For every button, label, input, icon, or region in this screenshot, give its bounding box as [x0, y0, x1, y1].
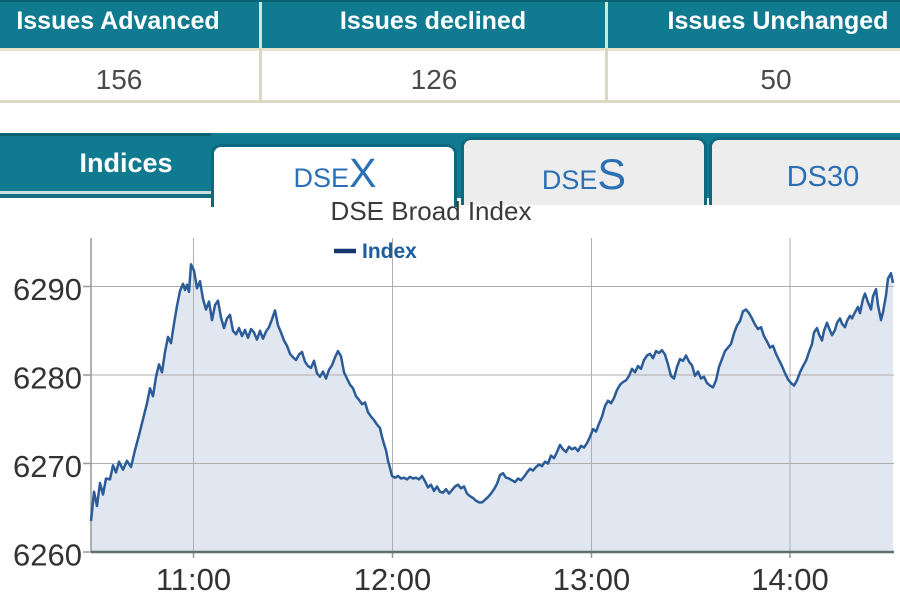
svg-text:6280: 6280 — [13, 361, 82, 396]
svg-text:13:00: 13:00 — [553, 562, 631, 597]
svg-text:Index: Index — [362, 240, 417, 263]
svg-text:DSE Broad Index: DSE Broad Index — [331, 196, 532, 226]
svg-text:14:00: 14:00 — [751, 562, 829, 597]
svg-text:6290: 6290 — [13, 272, 82, 307]
svg-text:6270: 6270 — [13, 449, 82, 484]
svg-text:11:00: 11:00 — [156, 562, 231, 597]
svg-text:6260: 6260 — [13, 538, 82, 573]
svg-text:12:00: 12:00 — [354, 562, 432, 597]
